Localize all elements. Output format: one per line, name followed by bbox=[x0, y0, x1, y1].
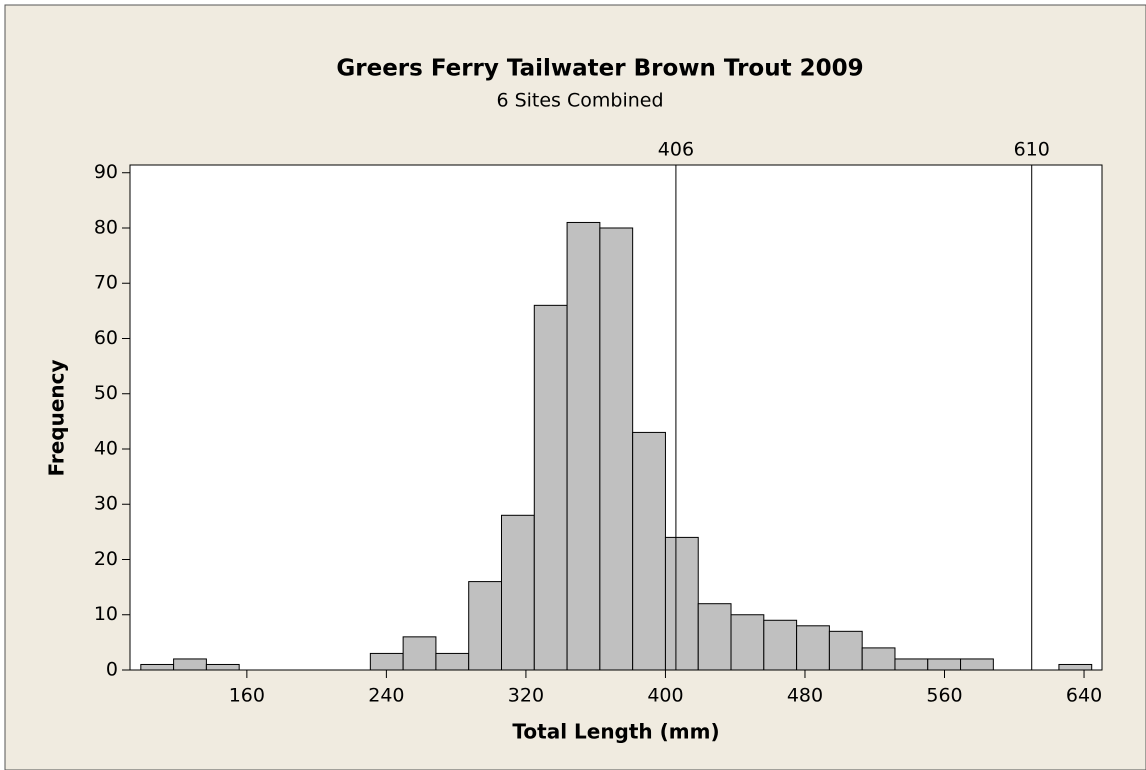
bar bbox=[796, 625, 830, 671]
bar bbox=[533, 304, 568, 671]
bar bbox=[173, 658, 207, 671]
bar bbox=[468, 581, 502, 671]
chart-subtitle: 6 Sites Combined bbox=[496, 90, 663, 112]
bar bbox=[763, 619, 798, 671]
y-axis-label: Frequency bbox=[45, 359, 69, 476]
y-tick-label: 60 bbox=[94, 327, 118, 349]
bar bbox=[664, 536, 699, 671]
bar bbox=[730, 614, 765, 671]
bar bbox=[205, 663, 240, 671]
bar bbox=[697, 603, 732, 671]
bar bbox=[435, 652, 470, 671]
reference-label: 610 bbox=[1014, 139, 1050, 161]
y-tick-label: 70 bbox=[94, 272, 118, 294]
bar bbox=[402, 636, 437, 671]
bar bbox=[369, 652, 404, 671]
bar bbox=[894, 658, 929, 671]
x-tick-label: 160 bbox=[229, 685, 265, 707]
y-tick-label: 90 bbox=[94, 161, 118, 183]
x-tick-label: 640 bbox=[1066, 685, 1102, 707]
y-tick-label: 10 bbox=[94, 603, 118, 625]
chart-title: Greers Ferry Tailwater Brown Trout 2009 bbox=[336, 56, 863, 82]
bar bbox=[566, 221, 601, 671]
y-tick-label: 50 bbox=[94, 382, 118, 404]
bar bbox=[599, 227, 634, 671]
x-axis-label: Total Length (mm) bbox=[512, 720, 719, 744]
y-tick-label: 80 bbox=[94, 216, 118, 238]
x-tick-label: 400 bbox=[647, 685, 683, 707]
y-tick-label: 20 bbox=[94, 548, 118, 570]
x-tick-label: 480 bbox=[787, 685, 823, 707]
bar bbox=[927, 658, 962, 671]
reference-label: 406 bbox=[658, 139, 694, 161]
x-tick-label: 320 bbox=[508, 685, 544, 707]
bar bbox=[500, 514, 535, 671]
y-tick-label: 40 bbox=[94, 437, 118, 459]
bar bbox=[140, 663, 175, 671]
x-tick-label: 240 bbox=[368, 685, 404, 707]
bar bbox=[861, 647, 896, 671]
y-tick-label: 30 bbox=[94, 493, 118, 515]
bar bbox=[632, 431, 666, 671]
bar bbox=[960, 658, 994, 671]
x-tick-label: 560 bbox=[926, 685, 962, 707]
bar bbox=[828, 630, 863, 671]
y-tick-label: 0 bbox=[106, 659, 118, 681]
bar bbox=[1058, 663, 1093, 671]
